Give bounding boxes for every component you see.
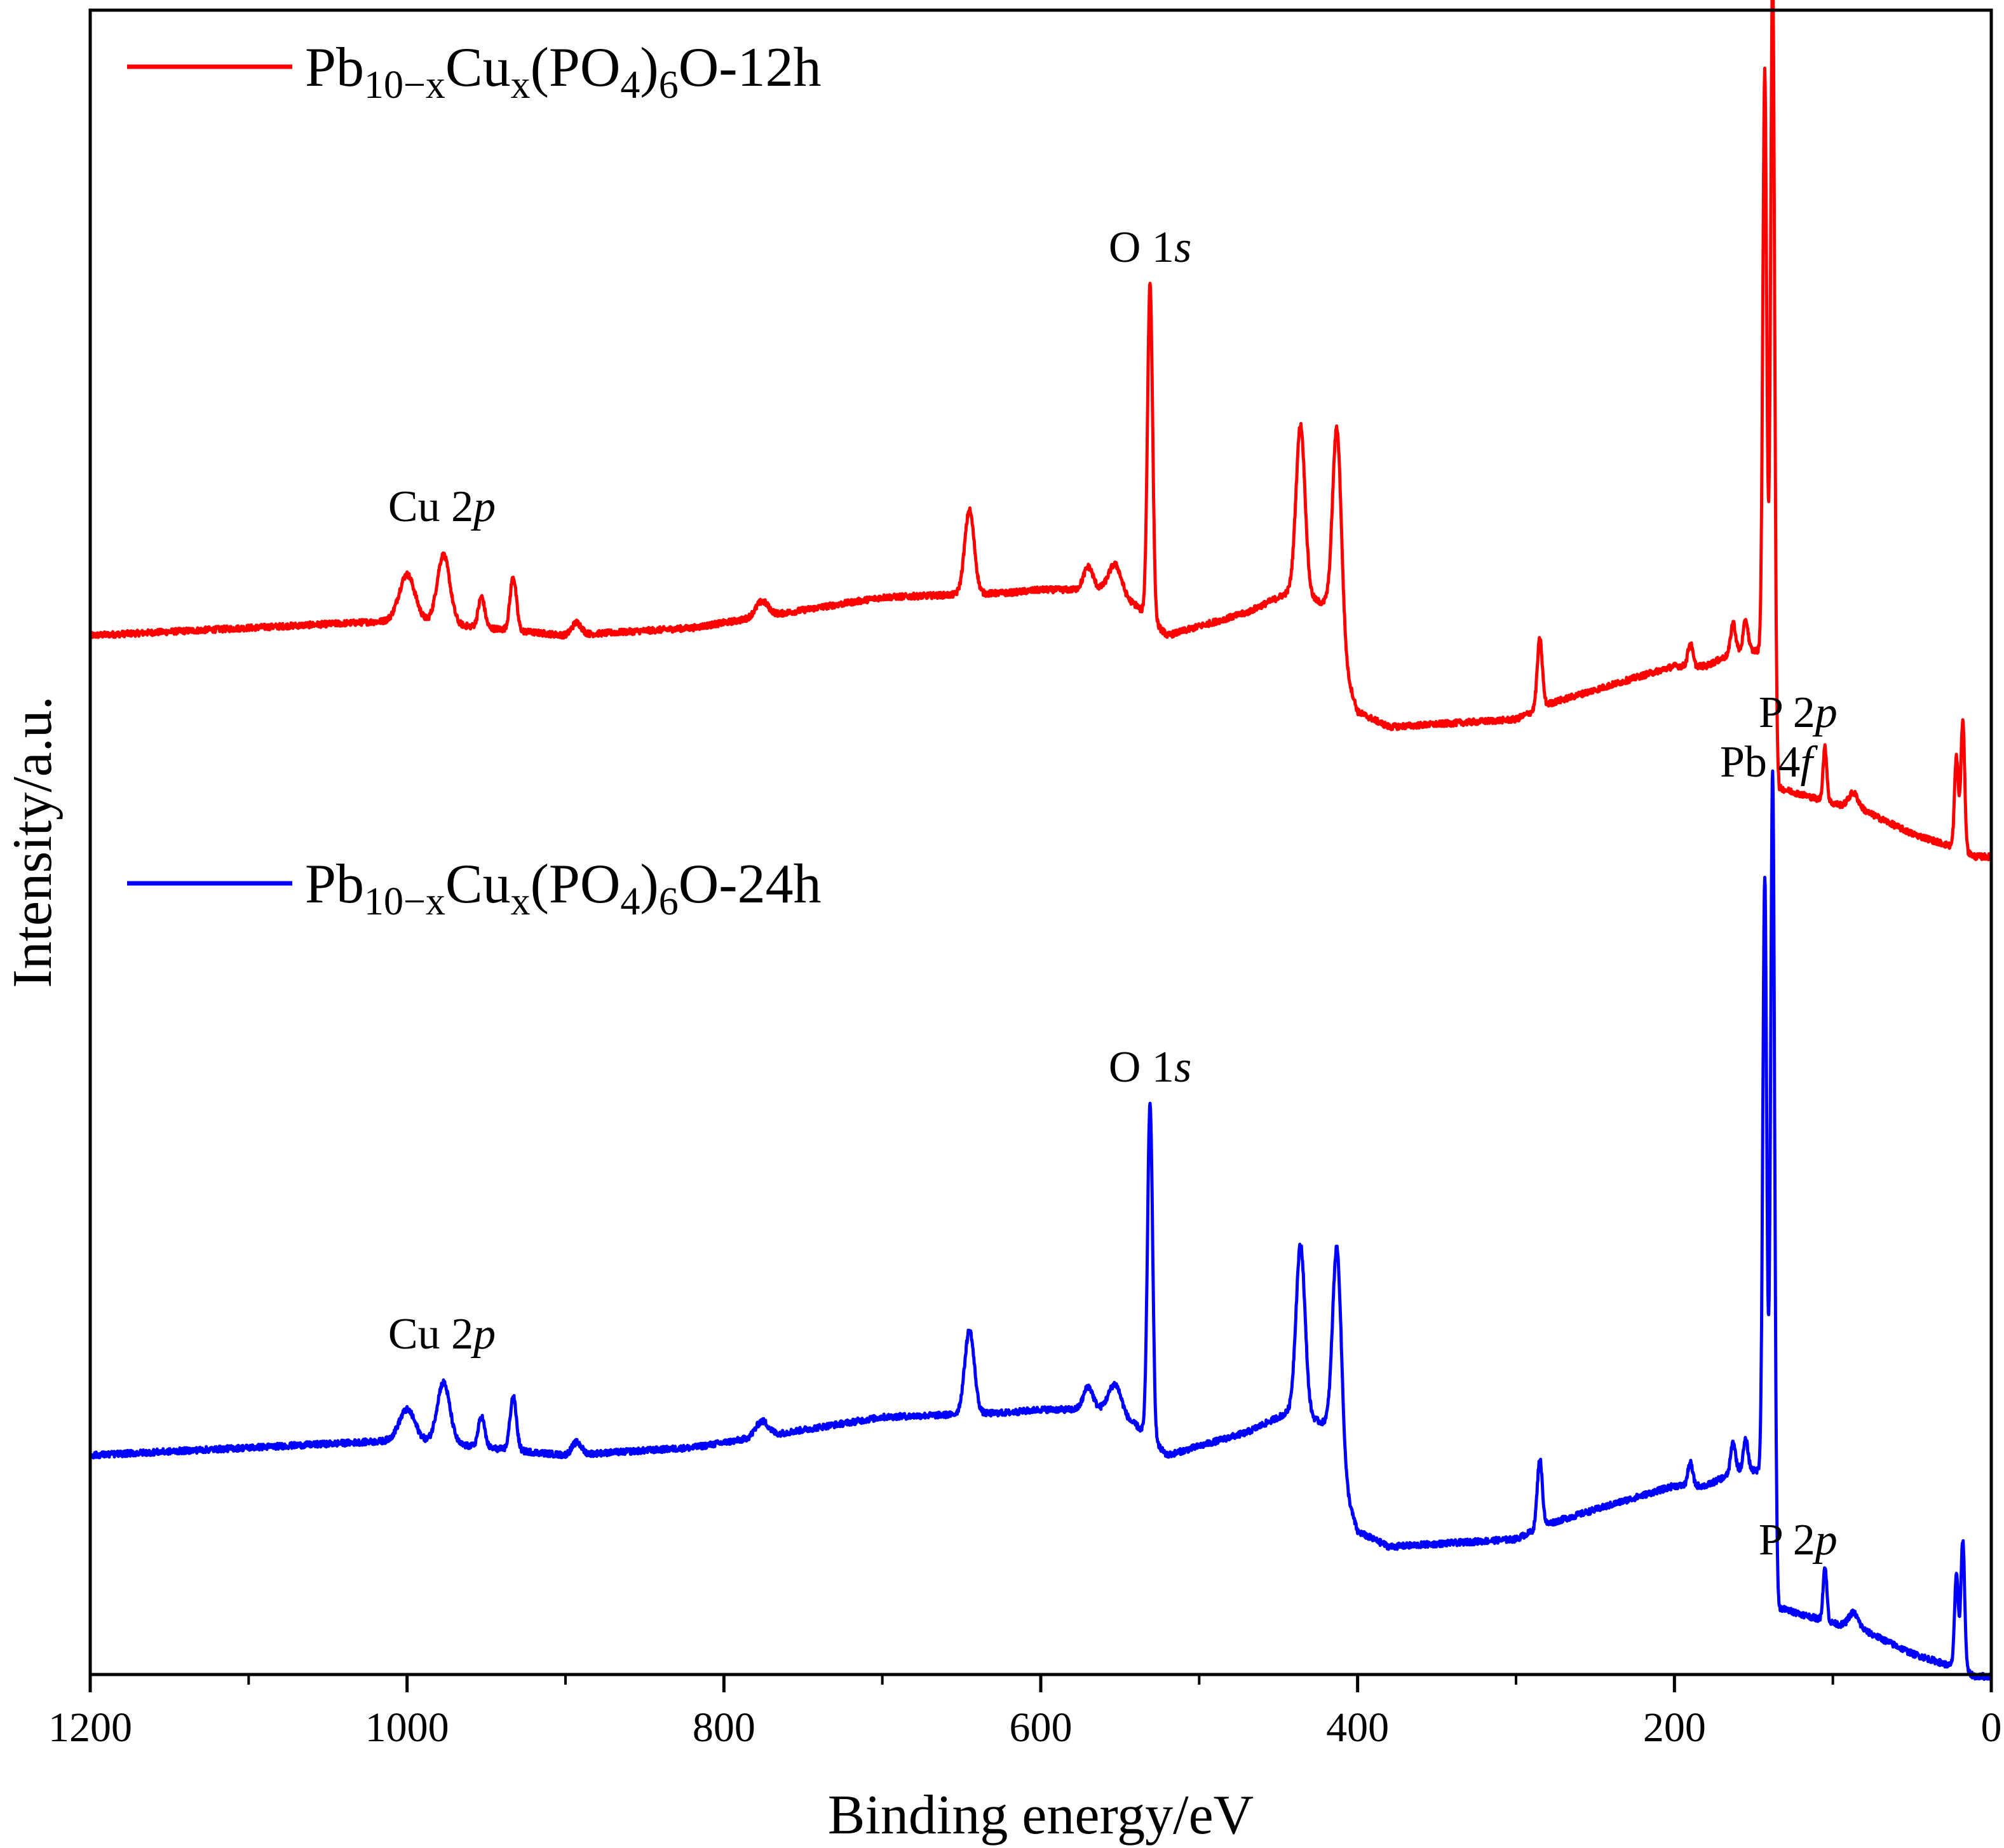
peak-label-2-4: P 2p	[1759, 1516, 1838, 1565]
x-tick-label-800: 800	[693, 1704, 755, 1751]
legend-label-2: Pb10−xCux(PO4)6O-24h	[305, 853, 822, 923]
x-axis-ticks: 1200 1000 800 600 400 200 0	[48, 1675, 2002, 1751]
spectrum-curves	[88, 0, 1993, 1682]
spectrum-line-2	[88, 769, 1993, 1682]
peak-label-2-2: O 1s	[1109, 1043, 1191, 1092]
peak-label-1-1: Cu 2p	[388, 482, 496, 531]
x-tick-label-600: 600	[1010, 1704, 1073, 1751]
x-tick-label-1000: 1000	[365, 1704, 449, 1751]
peak-label-1-2: O 1s	[1109, 223, 1191, 272]
x-tick-label-0: 0	[1981, 1704, 2002, 1751]
x-axis-title: Binding energy/eV	[828, 1784, 1254, 1846]
y-axis-title: Intensity/a.u.	[2, 696, 64, 988]
peak-label-2-1: Cu 2p	[388, 1310, 496, 1359]
x-tick-label-1200: 1200	[48, 1704, 132, 1751]
x-tick-label-200: 200	[1643, 1704, 1706, 1751]
legend-label-1: Pb10−xCux(PO4)6O-12h	[305, 37, 822, 107]
spectrum-line-1	[88, 0, 1993, 862]
peak-label-2-3: Pb 4f	[1720, 738, 1818, 787]
legend-group: Pb10−xCux(PO4)6O-12h Pb10−xCux(PO4)6O-24h	[127, 37, 822, 923]
peak-label-1-4: P 2p	[1759, 688, 1838, 737]
x-tick-label-400: 400	[1326, 1704, 1389, 1751]
